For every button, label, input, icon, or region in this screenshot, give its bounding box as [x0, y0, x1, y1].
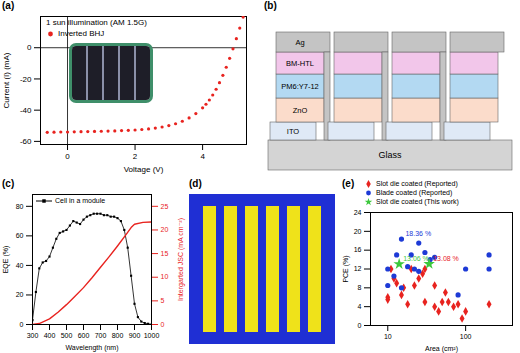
svg-text:20: 20 [161, 226, 169, 233]
html-text:Blade coated (Reported): Blade coated (Reported) [376, 189, 453, 196]
svg-text:-40: -40 [20, 106, 32, 115]
svg-text:Ag: Ag [295, 38, 304, 47]
svg-text:1000: 1000 [144, 332, 160, 339]
svg-text:4: 4 [200, 152, 205, 161]
svg-text:Intergarted JSC (mA cm⁻²): Intergarted JSC (mA cm⁻²) [177, 218, 185, 301]
svg-text:Glass: Glass [378, 150, 402, 160]
svg-text:600: 600 [78, 332, 90, 339]
svg-text:10: 10 [384, 333, 392, 340]
svg-text:20: 20 [16, 291, 24, 298]
svg-text:500: 500 [61, 332, 73, 339]
html-text:(a): (a) [2, 0, 15, 11]
svg-text:Voltage (V): Voltage (V) [124, 165, 164, 174]
html-text:Slot die coated (This work): Slot die coated (This work) [376, 198, 459, 205]
svg-text:Wavelength (nm): Wavelength (nm) [65, 344, 118, 352]
svg-text:8: 8 [358, 284, 362, 291]
svg-text:PCE (%): PCE (%) [342, 255, 350, 282]
svg-text:16: 16 [354, 246, 362, 253]
svg-text:5: 5 [161, 297, 165, 304]
html-text:Inverted BHJ: Inverted BHJ [58, 29, 105, 38]
svg-text:ZnO: ZnO [293, 106, 308, 115]
svg-text:700: 700 [95, 332, 107, 339]
svg-text:PM6:Y7-12: PM6:Y7-12 [281, 82, 319, 91]
svg-text:13.06 %: 13.06 % [403, 255, 429, 262]
svg-text:ITO: ITO [287, 127, 300, 136]
svg-text:18.36 %: 18.36 % [405, 230, 431, 237]
svg-text:24: 24 [354, 209, 362, 216]
svg-text:-60: -60 [20, 137, 32, 146]
svg-text:800: 800 [112, 332, 124, 339]
svg-text:BM-HTL: BM-HTL [286, 59, 314, 68]
html-text:(e): (e) [342, 178, 355, 189]
svg-text:0: 0 [161, 321, 165, 328]
svg-text:100: 100 [460, 333, 472, 340]
svg-text:60: 60 [16, 232, 24, 239]
svg-text:300: 300 [27, 332, 39, 339]
svg-text:Current (I) (mA): Current (I) (mA) [2, 52, 11, 108]
svg-text:400: 400 [44, 332, 56, 339]
svg-text:900: 900 [129, 332, 141, 339]
svg-text:Area (cm²): Area (cm²) [425, 345, 458, 353]
svg-text:2: 2 [133, 152, 138, 161]
svg-text:-20: -20 [20, 74, 32, 83]
svg-text:0: 0 [65, 152, 70, 161]
svg-text:20: 20 [354, 228, 362, 235]
svg-text:12: 12 [354, 265, 362, 272]
svg-text:EQE (%): EQE (%) [2, 246, 10, 274]
html-text:1 sun illumination (AM 1.5G): 1 sun illumination (AM 1.5G) [46, 18, 147, 27]
svg-text:0: 0 [358, 322, 362, 329]
svg-text:80: 80 [16, 203, 24, 210]
svg-text:0: 0 [20, 321, 24, 328]
html-text:(d): (d) [189, 178, 202, 189]
html-text:Cell in a module: Cell in a module [55, 197, 106, 204]
svg-text:4: 4 [358, 303, 362, 310]
html-text:(c): (c) [2, 178, 15, 189]
svg-text:10: 10 [161, 273, 169, 280]
html-text:Slot die coated (Reported): Slot die coated (Reported) [376, 180, 458, 187]
svg-text:0: 0 [27, 43, 32, 52]
svg-text:13.08 %: 13.08 % [433, 255, 459, 262]
svg-text:40: 40 [16, 262, 24, 269]
html-text:(b): (b) [264, 0, 277, 11]
svg-text:15: 15 [161, 250, 169, 257]
svg-text:25: 25 [161, 203, 169, 210]
